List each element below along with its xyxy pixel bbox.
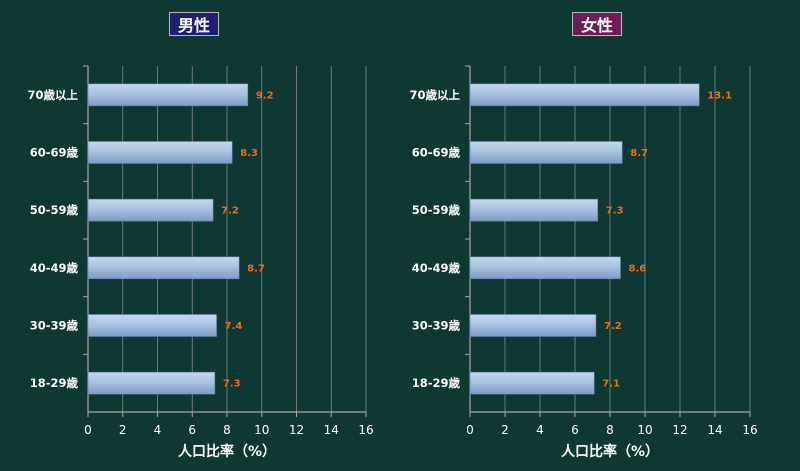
female-panel-title: 女性: [572, 12, 622, 36]
male-bar: [87, 141, 233, 164]
male-category-label: 18-29歳: [30, 376, 79, 390]
female-x-axis-title: 人口比率（%）: [561, 443, 659, 460]
female-x-tick-label: 14: [707, 423, 722, 437]
male-x-tick-label: 4: [154, 423, 162, 437]
female-value-label: 13.1: [707, 90, 732, 101]
male-value-label: 7.4: [225, 321, 243, 332]
female-x-tick-label: 2: [501, 423, 509, 437]
female-bar: [469, 83, 700, 107]
female-x-tick-label: 10: [637, 423, 652, 437]
male-value-label: 9.2: [256, 90, 274, 101]
female-value-label: 8.7: [630, 148, 648, 159]
female-bar: [469, 314, 597, 337]
male-bar: [87, 83, 249, 107]
female-category-label: 60-69歳: [412, 146, 461, 160]
male-x-tick-label: 0: [84, 423, 92, 437]
male-category-label: 40-49歳: [30, 261, 79, 275]
male-value-label: 8.7: [247, 263, 265, 274]
female-bar: [469, 371, 595, 395]
male-panel-title: 男性: [169, 12, 219, 36]
male-x-tick-label: 12: [289, 423, 304, 437]
male-value-label: 7.3: [223, 379, 241, 390]
female-x-tick-label: 16: [742, 423, 757, 437]
male-x-tick-label: 14: [324, 423, 339, 437]
male-category-label: 70歳以上: [27, 88, 78, 102]
female-value-label: 7.1: [602, 379, 620, 390]
male-x-tick-label: 10: [254, 423, 269, 437]
male-category-label: 30-39歳: [30, 319, 79, 333]
female-bar: [469, 256, 621, 280]
male-x-tick-label: 8: [223, 423, 231, 437]
male-value-label: 8.3: [240, 148, 258, 159]
female-bar: [469, 198, 599, 222]
male-x-axis-title: 人口比率（%）: [178, 443, 276, 460]
female-category-label: 70歳以上: [409, 88, 460, 102]
male-x-tick-label: 6: [188, 423, 196, 437]
female-x-tick-label: 8: [606, 423, 614, 437]
female-category-label: 50-59歳: [412, 203, 461, 217]
female-bar: [469, 141, 623, 164]
female-x-tick-label: 6: [571, 423, 579, 437]
male-category-label: 50-59歳: [30, 203, 79, 217]
female-category-label: 30-39歳: [412, 319, 461, 333]
female-x-tick-label: 12: [672, 423, 687, 437]
female-x-tick-label: 4: [536, 423, 544, 437]
male-bar: [87, 314, 217, 337]
male-bar: [87, 256, 240, 280]
male-x-tick-label: 16: [358, 423, 373, 437]
female-value-label: 7.3: [606, 206, 624, 217]
male-x-tick-label: 2: [119, 423, 127, 437]
female-x-tick-label: 0: [466, 423, 474, 437]
male-bar: [87, 371, 216, 395]
male-category-label: 60-69歳: [30, 146, 79, 160]
male-value-label: 7.2: [221, 206, 239, 217]
female-value-label: 8.6: [629, 263, 647, 274]
female-value-label: 7.2: [604, 321, 622, 332]
female-category-label: 18-29歳: [412, 376, 461, 390]
female-category-label: 40-49歳: [412, 261, 461, 275]
male-bar: [87, 198, 214, 222]
